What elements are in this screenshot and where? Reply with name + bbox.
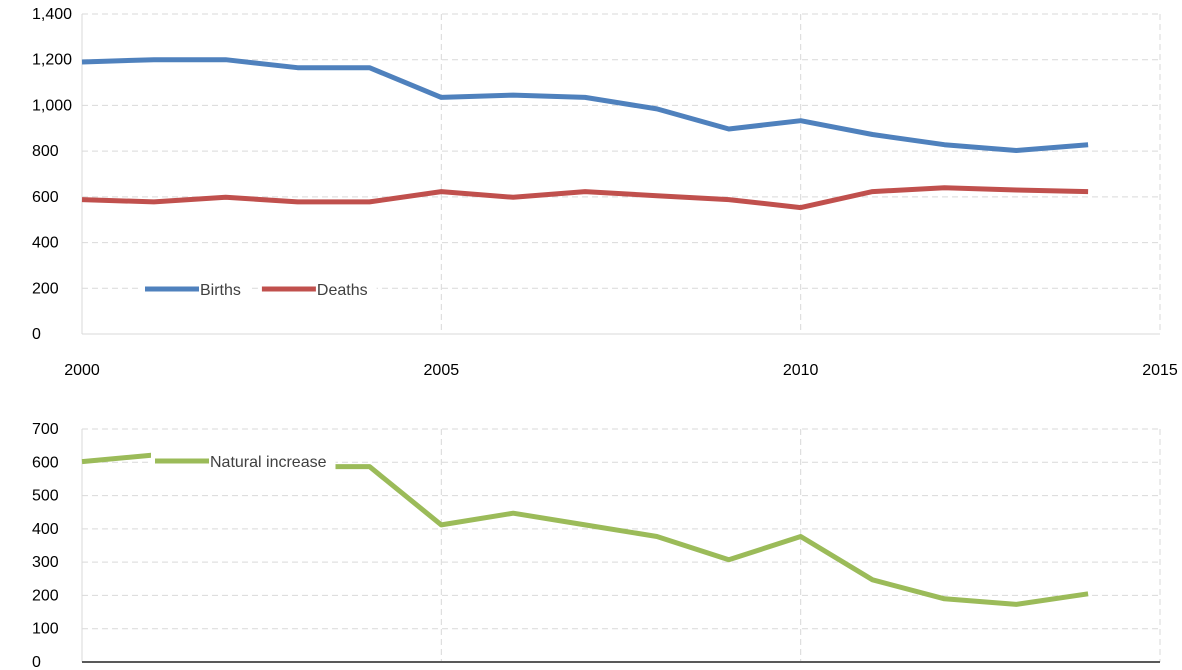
y-tick-label: 0	[32, 326, 41, 343]
y-tick-label: 500	[32, 488, 59, 505]
data-point	[511, 511, 516, 516]
data-point	[870, 132, 875, 137]
legend-label: Births	[200, 282, 241, 299]
data-point	[654, 534, 659, 539]
data-point	[583, 522, 588, 527]
data-point	[583, 189, 588, 194]
data-point	[654, 106, 659, 111]
legend-label: Natural increase	[210, 454, 327, 471]
y-tick-label: 200	[32, 587, 59, 604]
data-point	[1086, 591, 1091, 596]
natural-increase-chart: 0 100 200 300 400 500 600 700 Natural increase	[32, 421, 1161, 670]
data-point	[726, 557, 731, 562]
data-point	[223, 195, 228, 200]
data-point	[511, 195, 516, 200]
data-point	[1086, 142, 1091, 147]
x-tick-label: 2000	[64, 362, 100, 379]
y-tick-label: 1,000	[32, 97, 72, 114]
data-point	[726, 197, 731, 202]
legend-label: Deaths	[317, 282, 368, 299]
data-point	[942, 596, 947, 601]
y-tick-label: 1,200	[32, 52, 72, 69]
data-point	[1014, 602, 1019, 607]
series-line-births	[81, 57, 1089, 153]
y-tick-label: 400	[32, 235, 59, 252]
data-point	[798, 118, 803, 123]
y-tick-label: 700	[32, 421, 59, 438]
data-point	[942, 185, 947, 190]
x-tick-label: 2005	[424, 362, 460, 379]
data-point	[798, 205, 803, 210]
data-point	[1014, 148, 1019, 153]
y-tick-label: 200	[32, 280, 59, 297]
data-point	[511, 93, 516, 98]
data-point	[80, 60, 85, 65]
data-point	[80, 459, 85, 464]
data-point	[367, 199, 372, 204]
legend: Births Deaths	[141, 277, 377, 301]
y-tick-label: 800	[32, 143, 59, 160]
data-point	[870, 189, 875, 194]
y-tick-label: 600	[32, 189, 59, 206]
x-tick-label: 2015	[1142, 362, 1178, 379]
data-point	[798, 534, 803, 539]
data-point	[654, 193, 659, 198]
data-point	[295, 65, 300, 70]
series-line-deaths	[81, 185, 1089, 211]
data-point	[367, 464, 372, 469]
data-point	[223, 57, 228, 62]
y-tick-label: 0	[32, 654, 41, 670]
y-tick-label: 100	[32, 621, 59, 638]
data-point	[583, 95, 588, 100]
data-point	[367, 65, 372, 70]
data-point	[80, 197, 85, 202]
y-tick-label: 300	[32, 554, 59, 571]
x-tick-label: 2010	[783, 362, 819, 379]
data-point	[439, 95, 444, 100]
y-tick-label: 1,400	[32, 6, 72, 23]
series-line-natural-increase	[81, 452, 1089, 607]
data-point	[726, 126, 731, 131]
y-tick-label: 400	[32, 521, 59, 538]
data-point	[151, 199, 156, 204]
births-deaths-chart: 0 200 400 600 800 1,000 1,200 1,400 2000 2005 2010…	[32, 6, 1178, 379]
data-point	[870, 577, 875, 582]
data-point	[439, 189, 444, 194]
data-point	[942, 142, 947, 147]
data-point	[151, 57, 156, 62]
data-point	[1014, 188, 1019, 193]
y-tick-label: 600	[32, 454, 59, 471]
data-point	[439, 522, 444, 527]
data-point	[1086, 189, 1091, 194]
data-point	[295, 199, 300, 204]
legend: Natural increase	[151, 449, 336, 473]
